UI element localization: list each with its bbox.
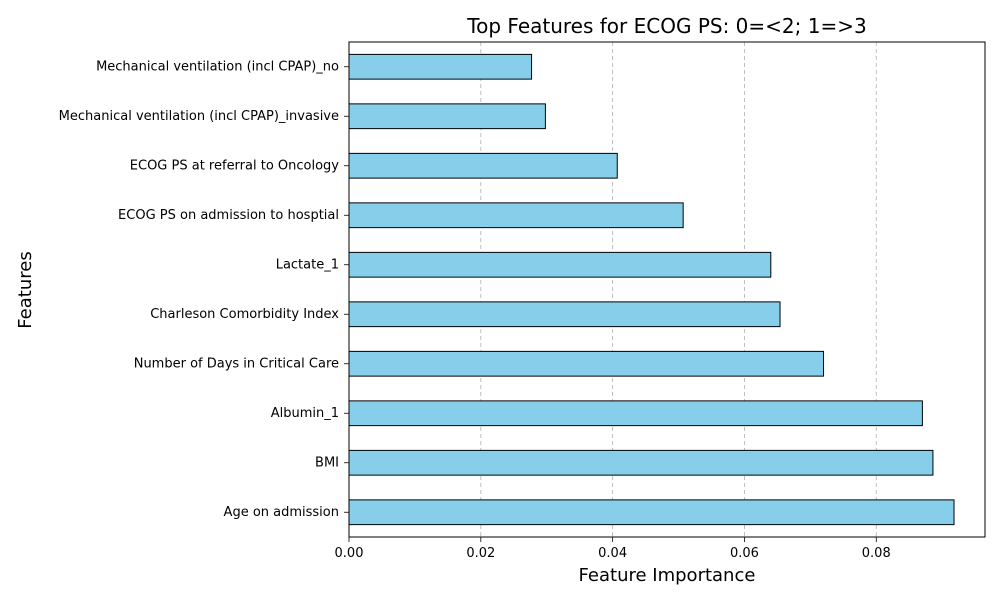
plot-frame [348,41,986,538]
y-tick-label: Number of Days in Critical Care [134,356,339,371]
bar-layer [348,53,955,526]
x-tick-label: 0.08 [862,546,891,561]
y-tick-label: ECOG PS on admission to hosptial [118,208,339,223]
bar [348,202,684,229]
axis-layer: Mechanical ventilation (incl CPAP)_no Mec… [59,41,986,561]
bar [348,251,772,278]
x-axis-label: Feature Importance [579,565,756,586]
y-tick-label: BMI [315,455,339,470]
y-tick-label: Charleson Comorbidity Index [150,307,339,322]
y-tick-label: Mechanical ventilation (incl CPAP)_no [96,59,339,74]
bar [348,350,825,377]
x-tick-label: 0.00 [335,546,364,561]
y-tick-label: Albumin_1 [271,406,339,421]
bar [348,449,934,476]
bar [348,152,618,179]
bar [348,53,533,80]
y-tick-label: Lactate_1 [276,257,339,272]
bar [348,301,781,328]
y-tick-label: Age on admission [224,505,339,520]
y-axis-label: Features [15,251,36,328]
bar [348,103,546,130]
y-tick-label: Mechanical ventilation (incl CPAP)_invas… [59,109,339,124]
x-tick-label: 0.02 [466,546,495,561]
x-tick-label: 0.06 [730,546,759,561]
chart-title: Top Features for ECOG PS: 0=<2; 1=>3 [466,14,866,38]
x-tick-label: 0.04 [598,546,627,561]
bar [348,400,923,427]
bar [348,499,955,526]
y-tick-label: ECOG PS at referral to Oncology [130,158,340,173]
